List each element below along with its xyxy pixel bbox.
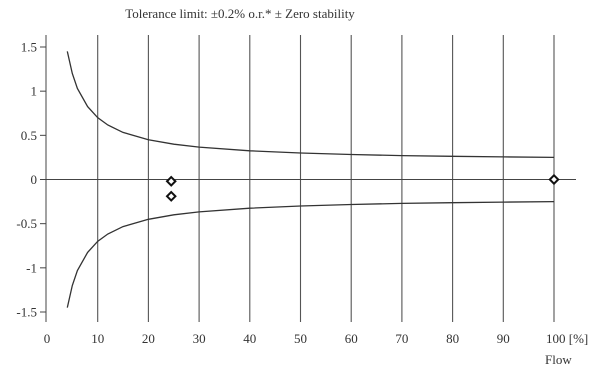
y-tick-label: 1 bbox=[31, 84, 38, 99]
tolerance-curve-2 bbox=[66, 200, 555, 308]
x-tick-label: 30 bbox=[193, 331, 206, 346]
x-tick-label: 90 bbox=[497, 331, 510, 346]
y-tick-label: 0 bbox=[31, 172, 38, 187]
x-tick-label: 60 bbox=[345, 331, 358, 346]
tolerance-curve-1 bbox=[66, 51, 555, 159]
x-tick-label: 0 bbox=[44, 331, 51, 346]
x-tick-label: 10 bbox=[91, 331, 104, 346]
diamond-marker bbox=[165, 190, 177, 202]
x-tick-label: 40 bbox=[243, 331, 256, 346]
x-axis-label: Flow bbox=[545, 352, 572, 367]
y-tick-label: -0.5 bbox=[16, 216, 37, 231]
x-tick-label: 70 bbox=[395, 331, 408, 346]
y-tick-label: -1 bbox=[26, 260, 37, 275]
y-tick-label: 0.5 bbox=[21, 128, 37, 143]
x-tick-label: 100 [%] bbox=[546, 331, 588, 346]
x-tick-label: 20 bbox=[142, 331, 155, 346]
diamond-marker bbox=[165, 175, 177, 187]
x-tick-label: 80 bbox=[446, 331, 459, 346]
y-tick-label: -1.5 bbox=[16, 305, 37, 320]
diamond-marker bbox=[548, 173, 560, 186]
y-tick-label: 1.5 bbox=[21, 40, 37, 55]
chart-title: Tolerance limit: ±0.2% o.r.* ± Zero stab… bbox=[125, 6, 355, 21]
x-tick-label: 50 bbox=[294, 331, 307, 346]
